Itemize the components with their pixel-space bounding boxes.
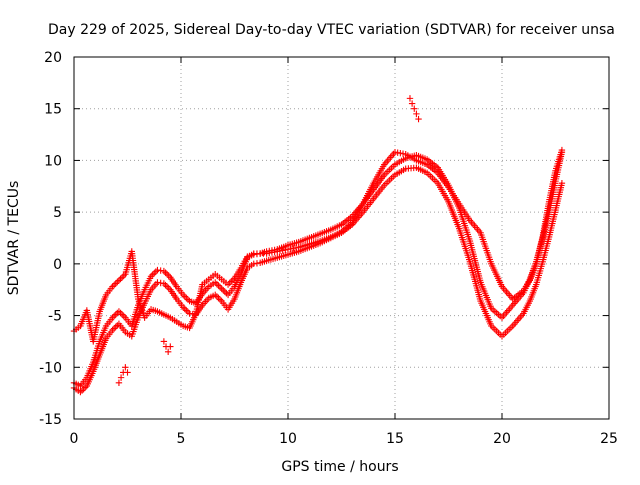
data-layer (70, 95, 566, 396)
grid-layer (74, 57, 609, 419)
y-tick-label: 15 (44, 102, 62, 118)
data-point (413, 110, 420, 118)
data-point (115, 379, 123, 386)
x-tick-label: 10 (279, 431, 297, 447)
y-tick-label: -10 (39, 360, 62, 376)
data-point (124, 369, 131, 376)
data-point (160, 338, 168, 345)
y-tick-label: 20 (44, 50, 62, 66)
data-point (164, 348, 172, 355)
y-tick-label: 10 (44, 153, 62, 169)
axis-layer: 0 5 10 15 20 25 -15 -10 -5 0 5 10 15 20 (39, 50, 618, 447)
y-tick-label: 0 (53, 257, 62, 273)
data-point (411, 105, 418, 112)
x-tick-label: 15 (386, 431, 404, 447)
x-axis-label: GPS time / hours (281, 459, 398, 475)
plot-frame (73, 56, 610, 420)
x-tick-label: 25 (600, 431, 618, 447)
y-tick-label: 5 (53, 205, 62, 221)
data-point (558, 179, 566, 187)
y-tick-label: -15 (39, 412, 62, 428)
x-tick-label: 20 (493, 431, 511, 447)
data-point (406, 95, 414, 102)
x-tick-label: 0 (70, 431, 79, 447)
y-tick-label: -5 (48, 309, 62, 325)
data-point (558, 146, 566, 154)
y-axis-label: SDTVAR / TECUs (6, 181, 22, 296)
data-point (415, 115, 422, 123)
data-point (122, 364, 129, 371)
data-point (117, 374, 125, 381)
data-point (167, 343, 174, 350)
chart-title: Day 229 of 2025, Sidereal Day-to-day VTE… (48, 22, 615, 38)
x-tick-label: 5 (177, 431, 186, 447)
data-point (408, 100, 416, 107)
